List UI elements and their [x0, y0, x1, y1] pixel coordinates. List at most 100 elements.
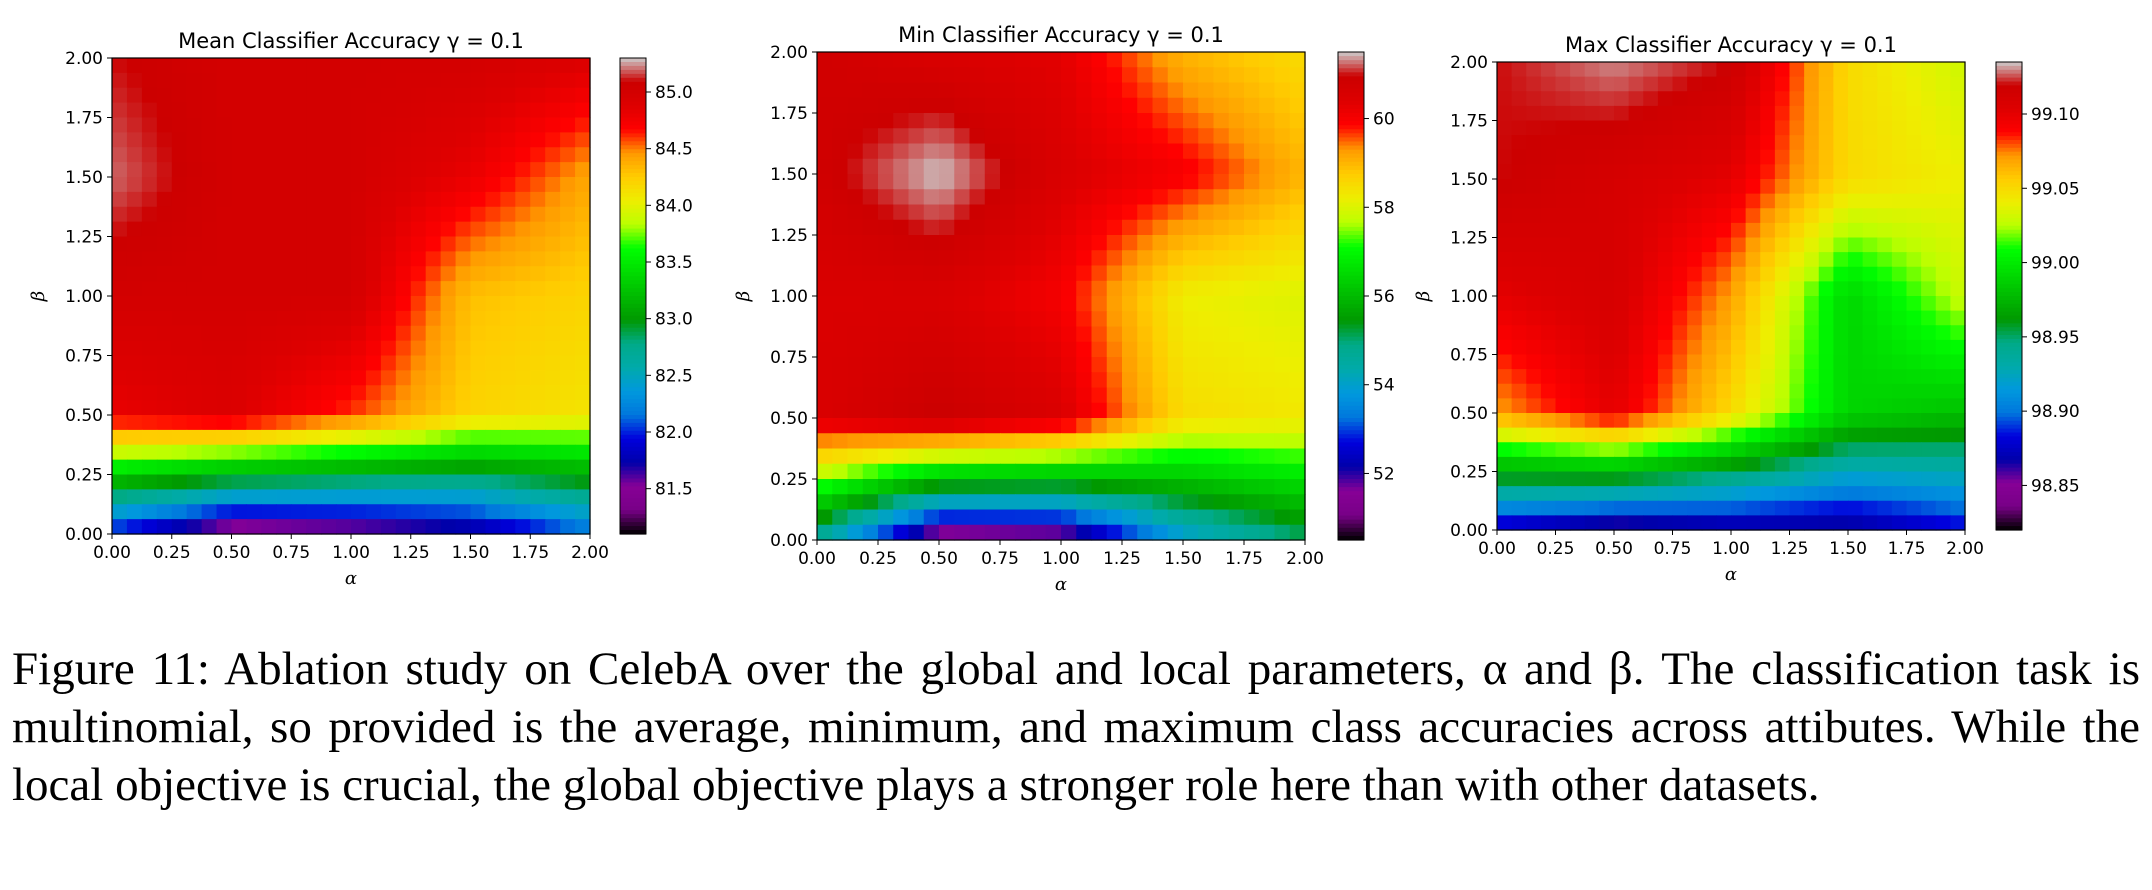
heatmap-cell	[893, 311, 910, 328]
heatmap-cell	[1076, 128, 1093, 145]
heatmap-cell	[1213, 296, 1230, 312]
heatmap-cell	[1789, 281, 1805, 297]
heatmap-cell	[1628, 208, 1644, 224]
heatmap-cell	[231, 102, 248, 119]
heatmap-cell	[1106, 402, 1123, 419]
heatmap-cell	[1716, 62, 1732, 78]
heatmap-cell	[126, 191, 143, 208]
heatmap-cell	[969, 250, 986, 267]
heatmap-cell	[1152, 235, 1169, 251]
heatmap-cell	[1526, 471, 1542, 487]
heatmap-cell	[1891, 486, 1908, 502]
heatmap-cell	[186, 429, 203, 446]
y-tick-label: 0.00	[770, 531, 808, 551]
heatmap-cell	[1687, 296, 1703, 312]
heatmap-cell	[440, 72, 457, 89]
heatmap-cell	[1687, 208, 1703, 224]
heatmap-cell	[1628, 281, 1644, 297]
heatmap-cell	[1152, 97, 1169, 114]
colorbar-segment	[620, 105, 646, 111]
heatmap-cell	[186, 489, 203, 505]
heatmap-cell	[817, 372, 833, 389]
heatmap-cell	[1774, 237, 1791, 253]
heatmap-cell	[112, 58, 128, 74]
colorbar-segment	[620, 256, 646, 261]
heatmap-cell	[336, 504, 352, 520]
heatmap-cell	[216, 266, 233, 282]
heatmap-cell	[1540, 149, 1557, 165]
colorbar-segment	[1996, 370, 2022, 375]
colorbar-segment	[1996, 284, 2022, 289]
heatmap-cell	[1274, 280, 1291, 297]
heatmap-cell	[1511, 369, 1527, 385]
heatmap-cell	[1628, 339, 1644, 356]
heatmap-cell	[1628, 471, 1644, 487]
heatmap-cell	[817, 433, 833, 450]
colorbar-segment	[1996, 233, 2022, 239]
heatmap-cell	[1760, 500, 1776, 516]
heatmap-cell	[1701, 339, 1717, 356]
heatmap-cell	[276, 147, 292, 163]
heatmap-cell	[276, 355, 292, 371]
heatmap-cell	[1274, 296, 1291, 312]
colorbar-segment	[1996, 167, 2022, 172]
heatmap-cell	[1643, 105, 1659, 122]
colorbar-segment	[620, 177, 646, 182]
heatmap-cell	[276, 162, 292, 178]
heatmap-cell	[425, 221, 442, 238]
heatmap-cell	[1921, 91, 1937, 107]
heatmap-cell	[1555, 471, 1571, 487]
heatmap-cell	[1570, 179, 1586, 195]
colorbar-segment	[1996, 518, 2022, 523]
colorbar-segment	[620, 97, 646, 103]
heatmap-cell	[321, 191, 337, 208]
heatmap-cell	[470, 177, 487, 193]
heatmap-cell	[1061, 174, 1077, 190]
heatmap-cell	[470, 459, 487, 476]
heatmap-cell	[186, 72, 203, 89]
heatmap-cell	[112, 370, 128, 386]
heatmap-cell	[1643, 149, 1659, 165]
heatmap-cell	[171, 429, 188, 446]
heatmap-cell	[545, 162, 561, 178]
heatmap-cell	[1198, 235, 1215, 251]
heatmap-cell	[1833, 120, 1849, 136]
heatmap-cell	[1774, 413, 1791, 429]
heatmap-cell	[186, 281, 203, 297]
heatmap-cell	[832, 326, 849, 343]
heatmap-cell	[1584, 427, 1600, 443]
heatmap-cell	[893, 204, 910, 221]
heatmap-cell	[939, 326, 955, 343]
colorbar-segment	[1338, 108, 1364, 114]
heatmap-cell	[365, 325, 382, 342]
heatmap-cell	[1152, 463, 1169, 480]
heatmap-cell	[1716, 252, 1732, 268]
heatmap-cell	[1833, 105, 1849, 122]
heatmap-cell	[321, 266, 337, 282]
heatmap-cell	[969, 341, 986, 358]
heatmap-cell	[1789, 91, 1805, 107]
heatmap-cell	[141, 221, 158, 238]
heatmap-cell	[1584, 339, 1600, 356]
heatmap-cell	[1122, 204, 1138, 221]
heatmap-cell	[201, 58, 218, 74]
heatmap-cell	[1818, 456, 1834, 473]
heatmap-cell	[515, 162, 531, 178]
heatmap-cell	[1289, 204, 1306, 221]
heatmap-cell	[1122, 463, 1138, 480]
heatmap-cell	[1672, 413, 1688, 429]
heatmap-cell	[1862, 105, 1878, 122]
heatmap-cell	[1614, 369, 1630, 385]
heatmap-cell	[231, 415, 248, 431]
heatmap-cell	[1244, 524, 1260, 541]
colorbar-segment	[1338, 72, 1364, 77]
heatmap-cell	[112, 474, 128, 490]
heatmap-cell	[1497, 105, 1513, 122]
heatmap-cell	[847, 509, 864, 526]
heatmap-cell	[276, 206, 292, 223]
heatmap-cell	[1877, 76, 1893, 92]
heatmap-cell	[216, 519, 233, 535]
heatmap-cell	[1106, 463, 1123, 480]
heatmap-cell	[1183, 219, 1199, 236]
colorbar-segment	[620, 184, 646, 190]
